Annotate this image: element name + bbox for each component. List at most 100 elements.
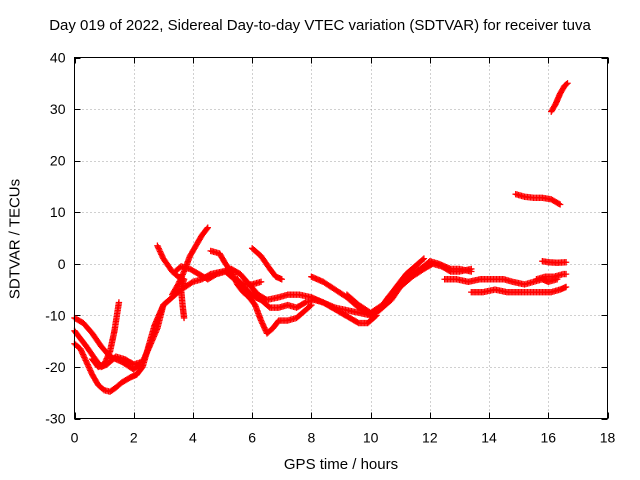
data-point-marker <box>87 367 94 374</box>
data-point-marker <box>204 224 211 231</box>
data-point-marker <box>562 270 570 278</box>
series-arc9 <box>234 276 380 327</box>
data-point-marker <box>257 317 265 324</box>
y-tick-label: 40 <box>50 50 66 66</box>
x-tick-label: 2 <box>130 430 138 446</box>
data-point-marker <box>179 271 186 278</box>
series-arc12 <box>343 255 428 316</box>
data-point-marker <box>563 80 570 88</box>
data-point-marker <box>77 345 84 353</box>
data-point-marker <box>178 274 185 281</box>
data-point-marker <box>278 276 285 283</box>
data-point-marker <box>102 356 110 364</box>
y-tick-label: 30 <box>50 101 66 117</box>
data-point-marker <box>100 361 108 368</box>
data-point-marker <box>259 321 267 329</box>
x-tick-label: 10 <box>363 430 379 446</box>
data-point-marker <box>157 249 164 257</box>
data-point-marker <box>115 299 123 306</box>
plot-frame <box>74 57 608 419</box>
data-point-marker <box>203 225 211 232</box>
data-point-marker <box>261 324 268 331</box>
data-point-marker <box>77 347 85 354</box>
series-arc5 <box>154 242 188 322</box>
series-arc10 <box>248 245 285 283</box>
axis-tick-labels: 0 2 4 6 8 10 12 14 16 18 -30 -20 -10 0 10 20 30 40 <box>45 50 615 446</box>
data-point-marker <box>175 279 182 287</box>
data-point-marker <box>154 242 161 249</box>
series-arc18 <box>548 80 571 115</box>
data-point-marker <box>180 314 188 322</box>
y-tick-label: 20 <box>50 153 66 169</box>
data-point-marker <box>188 279 195 286</box>
data-point-marker <box>261 325 269 333</box>
data-point-marker <box>260 323 267 330</box>
data-point-marker <box>104 352 112 359</box>
y-tick-label: -20 <box>45 359 65 375</box>
data-point-marker <box>83 358 90 365</box>
data-point-marker <box>81 354 88 361</box>
data-point-marker <box>85 362 92 370</box>
data-point-marker <box>156 248 164 255</box>
axis-ticks <box>74 57 609 420</box>
data-point-marker <box>564 80 571 87</box>
series-arc6 <box>169 224 211 298</box>
data-point-marker <box>104 353 111 361</box>
data-point-marker <box>79 351 87 358</box>
data-point-marker <box>101 359 108 367</box>
y-tick-label: -10 <box>45 307 65 323</box>
chart-title: Day 019 of 2022, Sidereal Day-to-day VTE… <box>49 17 591 34</box>
data-point-marker <box>180 269 187 277</box>
data-point-marker <box>105 351 112 358</box>
data-point-marker <box>556 201 564 208</box>
x-axis-label: GPS time / hours <box>283 456 399 473</box>
data-point-marker <box>84 361 91 368</box>
y-tick-label: -30 <box>45 411 65 427</box>
data-point-marker <box>79 349 86 357</box>
data-point-marker <box>420 255 428 262</box>
x-tick-label: 12 <box>422 430 438 446</box>
data-point-marker <box>562 283 570 291</box>
y-axis-label: SDTVAR / TECUs <box>6 178 24 300</box>
x-tick-label: 8 <box>307 430 315 446</box>
x-tick-label: 6 <box>248 430 256 446</box>
series-arc13 <box>441 276 561 288</box>
data-point-marker <box>82 357 89 364</box>
data-point-marker <box>155 245 162 252</box>
data-point-marker <box>228 269 236 277</box>
y-tick-label: 10 <box>50 204 66 220</box>
data-point-marker <box>562 259 570 266</box>
data-point-marker <box>257 278 265 286</box>
data-point-marker <box>174 281 182 288</box>
data-point-marker <box>102 358 109 365</box>
data-point-marker <box>178 272 186 280</box>
x-tick-label: 4 <box>189 430 197 446</box>
series-arc17 <box>539 258 570 266</box>
y-tick-label: 0 <box>58 256 66 272</box>
series-arc15 <box>533 270 570 283</box>
data-point-marker <box>167 295 175 302</box>
data-point-marker <box>228 268 235 275</box>
data-point-marker <box>176 278 183 285</box>
data-point-marker <box>229 271 236 278</box>
data-point-marker <box>87 368 95 375</box>
data-point-marker <box>158 251 165 258</box>
data-point-marker <box>81 355 89 363</box>
data-series <box>71 80 571 395</box>
data-point-marker <box>80 352 87 360</box>
data-point-marker <box>177 275 184 282</box>
grid-lines <box>74 57 608 419</box>
series-arc3 <box>71 294 176 395</box>
data-point-marker <box>258 318 265 326</box>
x-tick-label: 14 <box>481 430 497 446</box>
series-arc14 <box>468 283 570 296</box>
data-point-marker <box>158 252 166 259</box>
data-point-marker <box>103 355 110 362</box>
data-point-marker <box>419 256 427 263</box>
data-point-marker <box>468 268 475 275</box>
data-point-marker <box>555 200 563 207</box>
data-point-marker <box>78 348 85 355</box>
data-point-marker <box>156 246 163 254</box>
x-tick-label: 0 <box>71 430 79 446</box>
